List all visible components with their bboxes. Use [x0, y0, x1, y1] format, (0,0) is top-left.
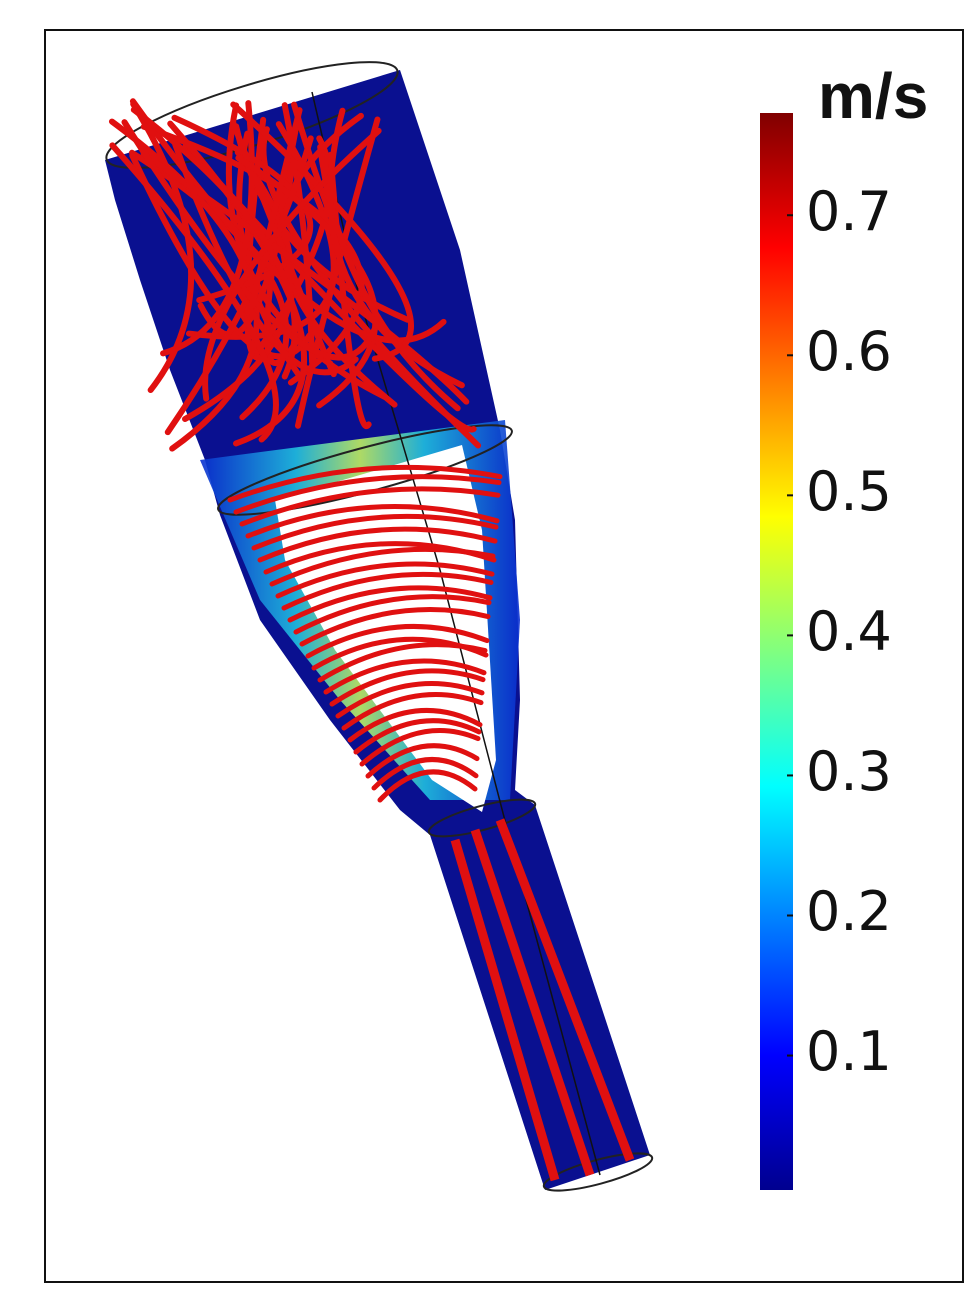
colorbar-unit: m/s — [818, 60, 928, 132]
colorbar-tick-label: 0.6 — [806, 320, 892, 383]
colorbar-tick-label: 0.5 — [806, 460, 892, 523]
colorbar-tick-label: 0.3 — [806, 740, 892, 803]
page: m/s 0.10.20.30.40.50.60.7 (() => { const… — [0, 0, 969, 1308]
colorbar — [760, 113, 793, 1190]
colorbar-tick-label: 0.7 — [806, 180, 892, 243]
figure: m/s 0.1 0.2 0.3 0.4 0.5 0.6 0.7 — [0, 0, 969, 1308]
colorbar-tick-label: 0.4 — [806, 600, 892, 663]
colorbar-tick-label: 0.2 — [806, 880, 892, 943]
colorbar-tick-label: 0.1 — [806, 1020, 892, 1083]
